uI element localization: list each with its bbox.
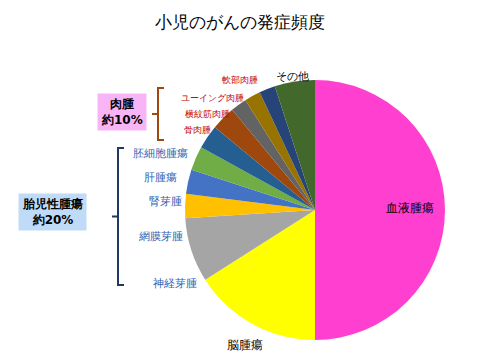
svg-text:神経芽腫: 神経芽腫 bbox=[153, 277, 197, 290]
svg-text:腎芽腫: 腎芽腫 bbox=[149, 195, 182, 208]
svg-text:脳腫瘍: 脳腫瘍 bbox=[227, 338, 263, 352]
svg-text:その他: その他 bbox=[276, 70, 309, 83]
svg-text:ユーイング肉腫: ユーイング肉腫 bbox=[181, 93, 244, 103]
svg-text:血液腫瘍: 血液腫瘍 bbox=[386, 201, 434, 215]
svg-text:横紋筋肉腫: 横紋筋肉腫 bbox=[185, 109, 230, 119]
svg-text:骨肉腫: 骨肉腫 bbox=[184, 125, 211, 135]
svg-text:小児のがんの発症頻度: 小児のがんの発症頻度 bbox=[155, 12, 325, 32]
svg-text:肉腫約10%: 肉腫約10% bbox=[101, 97, 143, 127]
svg-text:胚細胞腫瘍: 胚細胞腫瘍 bbox=[133, 147, 188, 160]
svg-text:胎児性腫瘍約20%: 胎児性腫瘍約20% bbox=[22, 197, 83, 227]
svg-text:網膜芽腫: 網膜芽腫 bbox=[138, 230, 183, 243]
svg-text:軟部肉腫: 軟部肉腫 bbox=[222, 75, 258, 85]
svg-text:肝腫瘍: 肝腫瘍 bbox=[144, 171, 177, 184]
